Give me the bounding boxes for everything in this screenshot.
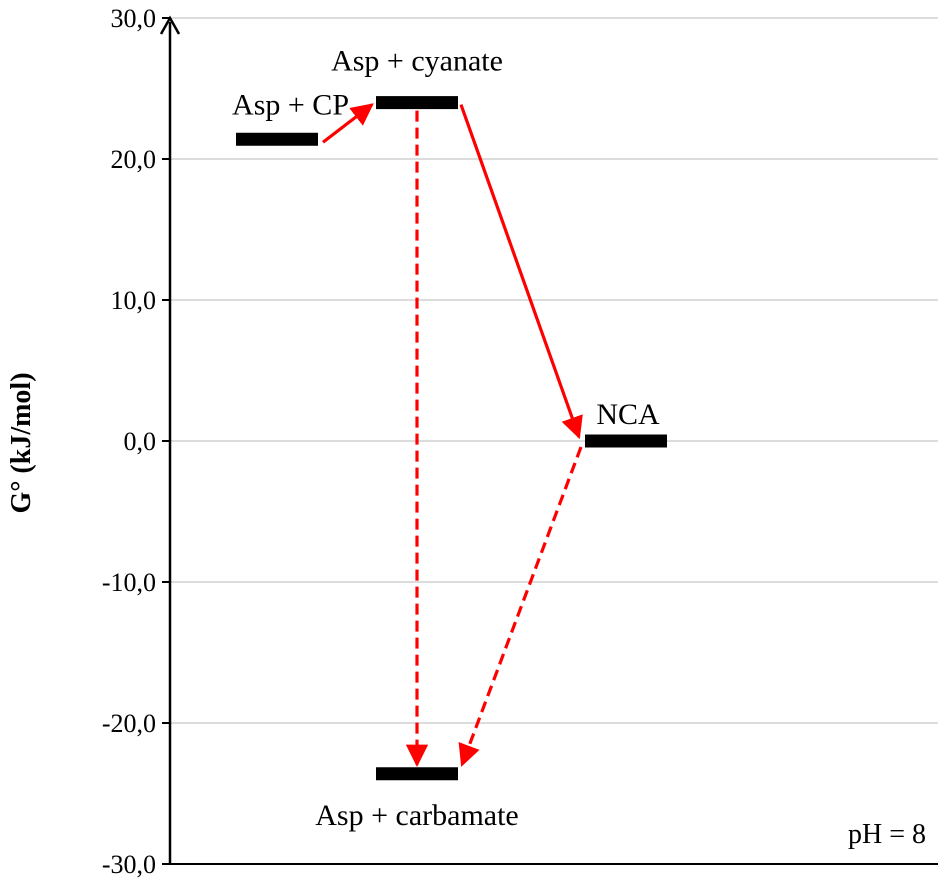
state-label-nca: NCA bbox=[596, 398, 660, 431]
y-tick-label: -30,0 bbox=[102, 850, 156, 879]
energy-level-asp-cyanate bbox=[376, 96, 458, 110]
transition-arrow bbox=[459, 104, 583, 440]
y-tick-label: 20,0 bbox=[111, 145, 157, 174]
gridlines bbox=[171, 17, 938, 724]
y-axis: 30,0 20,0 10,0 0,0 -10,0 -20,0 -30,0 bbox=[102, 4, 938, 879]
ph-annotation: pH = 8 bbox=[848, 819, 926, 850]
state-labels: Asp + CP Asp + cyanate NCA Asp + carbamate bbox=[232, 45, 660, 832]
y-axis-title: G° (kJ/mol) bbox=[6, 372, 37, 513]
y-tick-label: -20,0 bbox=[102, 709, 156, 738]
y-tick-label: 0,0 bbox=[124, 427, 157, 456]
transition-arrow bbox=[458, 446, 583, 767]
y-tick-label: -10,0 bbox=[102, 568, 156, 597]
transition-arrow bbox=[322, 103, 374, 144]
y-tick-label: 10,0 bbox=[111, 286, 157, 315]
energy-level-nca bbox=[585, 434, 667, 448]
energy-levels bbox=[236, 96, 667, 781]
state-label-asp-carbamate: Asp + carbamate bbox=[315, 799, 519, 832]
energy-level-asp-cp bbox=[236, 132, 318, 146]
state-label-asp-cp: Asp + CP bbox=[232, 88, 349, 121]
y-tick-label: 30,0 bbox=[111, 4, 157, 33]
state-label-asp-cyanate: Asp + cyanate bbox=[331, 45, 503, 78]
transition-arrows bbox=[322, 103, 583, 768]
y-axis-arrow bbox=[159, 15, 181, 35]
energy-level-asp-carbamate bbox=[376, 767, 458, 781]
